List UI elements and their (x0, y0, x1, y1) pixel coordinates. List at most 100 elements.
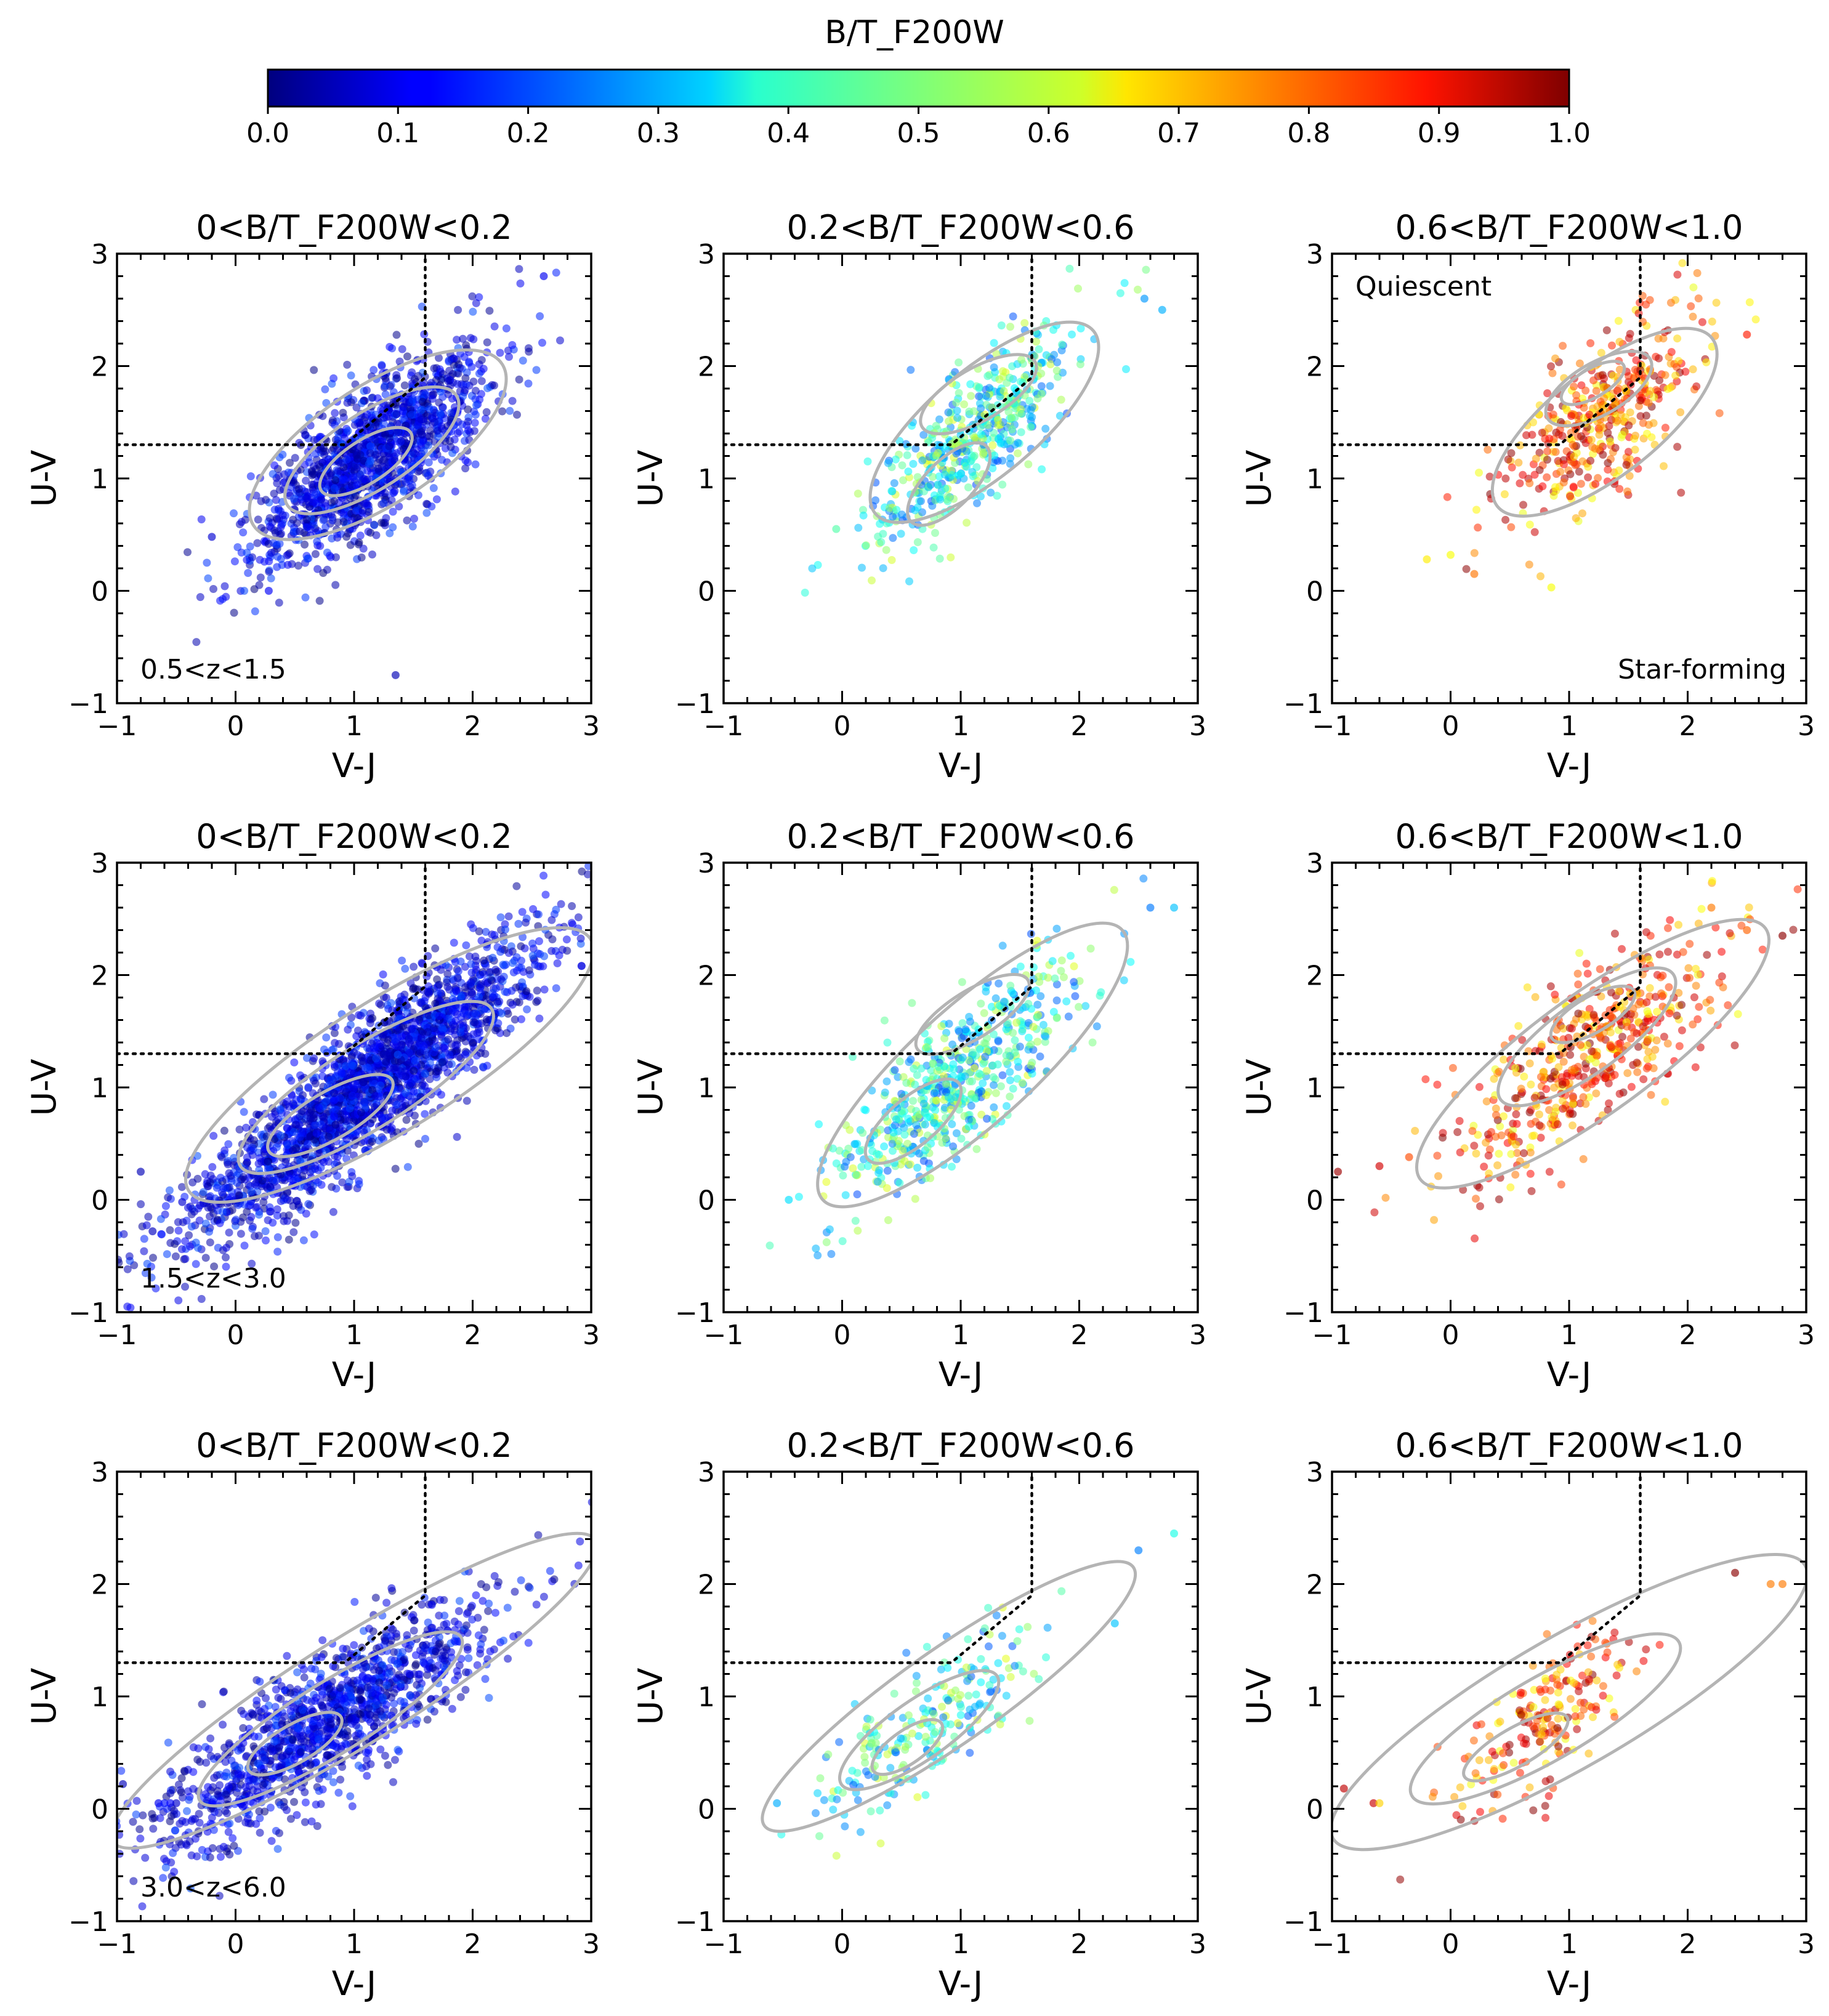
scatter-point (1006, 437, 1014, 445)
scatter-point (381, 982, 389, 990)
x-tick-label: −1 (97, 1320, 137, 1351)
scatter-point (143, 1259, 151, 1268)
scatter-point (935, 554, 944, 563)
scatter-point (398, 956, 406, 965)
scatter-point (1615, 485, 1624, 493)
scatter-point (1423, 555, 1431, 563)
scatter-point (222, 592, 230, 601)
scatter-point (299, 1236, 308, 1244)
scatter-point (374, 1136, 383, 1145)
scatter-point (1530, 528, 1539, 536)
scatter-point (156, 1215, 165, 1224)
scatter-point (505, 353, 513, 361)
scatter-point (446, 443, 455, 451)
scatter-point (216, 1219, 224, 1227)
scatter-point (999, 367, 1007, 376)
scatter-point (435, 353, 443, 362)
scatter-point (1693, 269, 1702, 277)
plot-area (1332, 254, 1760, 592)
scatter-point (461, 374, 470, 382)
scatter-point (1661, 371, 1670, 379)
scatter-point (359, 1057, 368, 1066)
y-tick-label: −1 (675, 688, 715, 720)
scatter-point (126, 1304, 135, 1312)
scatter-point (933, 440, 942, 449)
scatter-point (652, 852, 660, 860)
scatter-point (417, 1034, 426, 1042)
scatter-point (496, 948, 505, 956)
scatter-point (437, 989, 445, 998)
scatter-point (389, 507, 397, 516)
scatter-point (347, 371, 355, 380)
scatter-point (216, 1174, 225, 1182)
scatter-point (586, 838, 594, 846)
scatter-point (1120, 279, 1129, 288)
scatter-point (467, 960, 475, 969)
scatter-point (457, 1013, 466, 1022)
scatter-point (487, 976, 496, 985)
scatter-point (464, 417, 472, 426)
scatter-point (240, 1241, 249, 1250)
scatter-point (443, 970, 452, 978)
scatter-point (598, 908, 606, 916)
scatter-point (945, 417, 953, 425)
scatter-point (1501, 474, 1510, 483)
scatter-point (374, 464, 382, 473)
scatter-point (410, 1066, 418, 1075)
scatter-point (444, 1035, 453, 1044)
scatter-point (1485, 472, 1494, 481)
scatter-point (310, 366, 318, 374)
scatter-point (142, 1221, 151, 1230)
scatter-point (1642, 411, 1650, 420)
scatter-point (895, 437, 904, 445)
scatter-point (868, 576, 876, 585)
scatter-point (294, 485, 303, 493)
scatter-point (1530, 470, 1539, 479)
scatter-point (395, 502, 403, 510)
scatter-point (206, 1178, 214, 1187)
scatter-point (464, 426, 472, 435)
scatter-point (381, 390, 390, 399)
scatter-point (265, 514, 274, 522)
scatter-point (924, 483, 933, 491)
scatter-point (288, 1145, 297, 1154)
scatter-point (341, 476, 349, 485)
scatter-point (385, 442, 394, 451)
scatter-point (1687, 302, 1695, 310)
scatter-point (363, 386, 371, 395)
scatter-point (1053, 358, 1062, 366)
scatter-point (376, 1040, 384, 1048)
scatter-point (435, 398, 443, 407)
scatter-point (283, 1140, 292, 1149)
scatter-point (472, 401, 480, 409)
scatter-point (464, 405, 472, 414)
scatter-point (456, 958, 465, 966)
scatter-point (1076, 324, 1085, 333)
scatter-point (321, 1124, 330, 1132)
panel-1: 0<B/T_F200W<0.2−1 0 1 2 3−10123V-JU-V0.5<z<1… (25, 208, 600, 785)
scatter-point (103, 1288, 111, 1296)
scatter-point (378, 437, 387, 445)
scatter-point (502, 324, 511, 333)
scatter-point (329, 374, 338, 382)
scatter-point (1068, 330, 1076, 339)
scatter-point (342, 1062, 350, 1070)
scatter-point (292, 1121, 301, 1129)
scatter-point (125, 1252, 134, 1260)
plot-area (117, 254, 564, 679)
scatter-point (273, 1205, 281, 1214)
scatter-point (453, 1132, 461, 1141)
scatter-point (506, 406, 514, 415)
scatter-point (1604, 466, 1612, 474)
scatter-point (318, 1072, 327, 1081)
scatter-point (541, 890, 550, 899)
scatter-point (407, 1025, 416, 1033)
scatter-point (1516, 479, 1524, 488)
scatter-point (322, 1097, 331, 1105)
scatter-point (899, 476, 908, 485)
scatter-point (1745, 298, 1754, 307)
scatter-point (315, 1149, 324, 1158)
panel-title: 0.2<B/T_F200W<0.6 (787, 208, 1135, 247)
scatter-point (1654, 334, 1663, 343)
